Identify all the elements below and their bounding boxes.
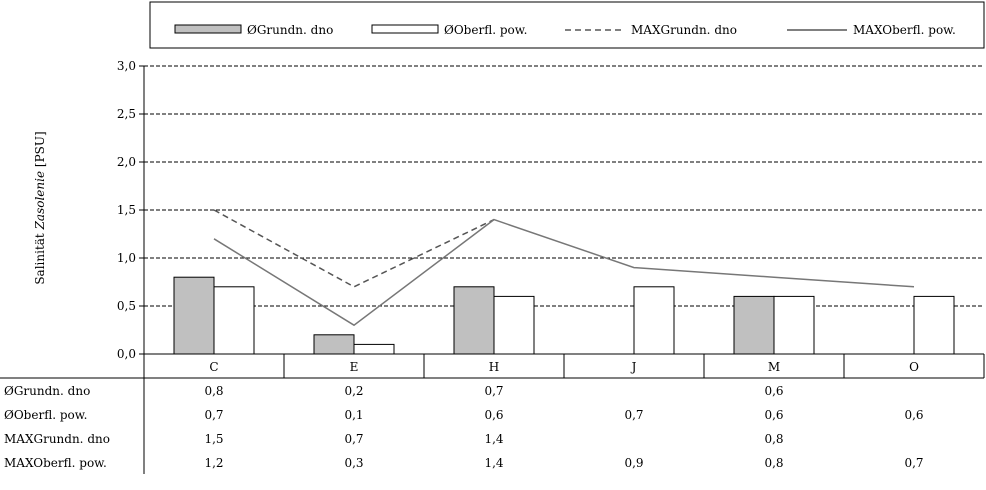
bar — [453, 286, 495, 355]
y-tick-label: 1,5 — [117, 203, 136, 217]
table-row-header: MAXGrundn. dno — [4, 432, 110, 446]
bar — [633, 286, 675, 355]
y-tick-label: 1,0 — [117, 251, 136, 265]
table-cell: 0,6 — [484, 408, 503, 422]
table-cell: 0,7 — [624, 408, 643, 422]
series-line — [213, 218, 915, 327]
table-cell: 0,8 — [764, 432, 783, 446]
table-cell: 0,7 — [484, 384, 503, 398]
y-axis-title-main: Salinität — [33, 233, 47, 285]
legend-label: ØGrundn. dno — [247, 23, 333, 37]
table-cell: 0,9 — [624, 456, 643, 470]
table-row-header: MAXOberfl. pow. — [4, 456, 107, 470]
gridlines — [139, 65, 984, 355]
bar — [213, 286, 255, 355]
bars — [173, 276, 955, 355]
table-row-header: ØGrundn. dno — [4, 384, 90, 398]
legend-swatch — [371, 24, 439, 34]
table-cell: 0,6 — [904, 408, 923, 422]
table-cell: 0,6 — [764, 408, 783, 422]
y-axis-title-italic: Zasolenie — [33, 171, 47, 230]
table-cell: 0,7 — [204, 408, 223, 422]
axes — [143, 66, 985, 378]
bar — [913, 295, 955, 355]
legend-label: MAXOberfl. pow. — [853, 23, 956, 37]
series-lines — [213, 209, 915, 327]
bar — [733, 295, 775, 355]
legend-label: MAXGrundn. dno — [631, 23, 737, 37]
y-tick-label: 2,5 — [117, 107, 136, 121]
series-line — [213, 209, 495, 288]
table-cell: 1,2 — [204, 456, 223, 470]
y-tick-label: 2,0 — [117, 155, 136, 169]
x-tick-label: E — [350, 360, 359, 374]
table-cell: 0,8 — [204, 384, 223, 398]
table-cell: 0,7 — [344, 432, 363, 446]
x-tick-label: O — [909, 360, 919, 374]
table-cell: 0,7 — [904, 456, 923, 470]
y-tick-label: 0,5 — [117, 299, 136, 313]
table-cell: 0,6 — [764, 384, 783, 398]
x-tick-label: M — [768, 360, 780, 374]
legend-label: ØOberfl. pow. — [444, 23, 527, 37]
x-tick-label: C — [209, 360, 218, 374]
y-axis-title: Salinität Zasolenie [PSU] — [33, 131, 47, 284]
bar — [313, 334, 355, 355]
bar — [773, 295, 815, 355]
bar — [173, 276, 215, 355]
table-cell: 0,8 — [764, 456, 783, 470]
y-axis-label: Salinität Zasolenie [PSU] — [33, 131, 47, 284]
legend-box — [149, 1, 985, 49]
bar — [493, 295, 535, 355]
data-table: ØGrundn. dno 0,8 0,2 0,7 0,6 ØOberfl. pow. 0,7… — [0, 377, 984, 474]
legend-swatch — [174, 24, 242, 34]
legend: ØGrundn. dno ØOberfl. pow. MAXGrundn. dno M… — [149, 1, 985, 49]
bar — [353, 343, 395, 355]
y-axis-title-unit: [PSU] — [33, 131, 47, 167]
table-row-header: ØOberfl. pow. — [4, 408, 87, 422]
table-cell: 1,4 — [484, 456, 503, 470]
table-cell: 1,4 — [484, 432, 503, 446]
y-tick-labels: 0,0 0,5 1,0 1,5 2,0 2,5 3,0 — [117, 59, 136, 361]
table-cell: 0,1 — [344, 408, 363, 422]
x-tick-label: J — [630, 360, 637, 374]
table-cell: 0,2 — [344, 384, 363, 398]
y-tick-label: 3,0 — [117, 59, 136, 73]
x-tick-label: H — [489, 360, 499, 374]
y-tick-label: 0,0 — [117, 347, 136, 361]
table-cell: 1,5 — [204, 432, 223, 446]
table-cell: 0,3 — [344, 456, 363, 470]
